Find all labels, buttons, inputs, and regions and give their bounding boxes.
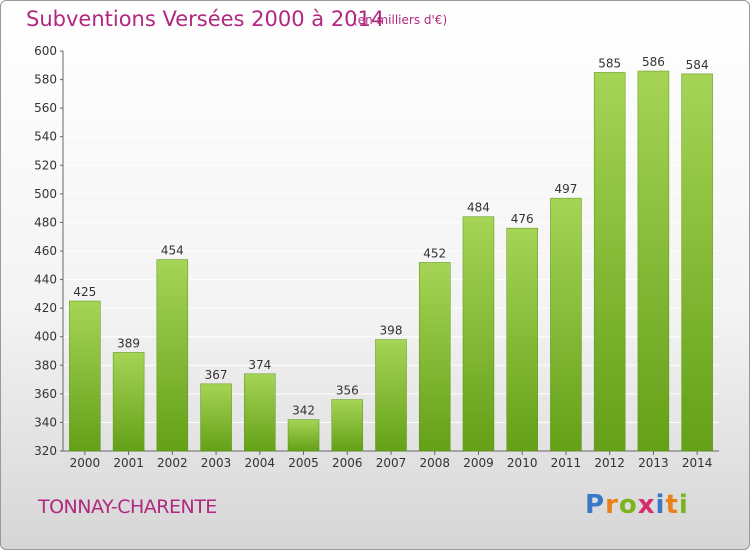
x-tick-label: 2013: [638, 456, 669, 470]
chart-subtitle: (en milliers d'€): [353, 13, 448, 27]
data-label: 398: [380, 324, 403, 338]
logo-letter: P: [585, 490, 606, 520]
bar-2001: [112, 352, 145, 452]
data-label: 356: [336, 384, 359, 398]
logo-letter: i: [655, 490, 666, 520]
y-tick-label: 360: [34, 387, 57, 401]
data-label: 452: [423, 246, 446, 260]
bar-2003: [200, 383, 232, 452]
y-tick-label: 540: [34, 130, 57, 144]
chart-title: Subventions Versées 2000 à 2014: [26, 7, 385, 31]
bar-2010: [506, 227, 538, 452]
data-label: 585: [598, 56, 621, 70]
data-label: 497: [554, 182, 577, 196]
logo-letter: r: [605, 490, 619, 520]
logo-letter: i: [678, 490, 689, 520]
logo-letter: o: [618, 490, 638, 520]
x-tick-label: 2001: [113, 456, 144, 470]
y-tick-label: 520: [34, 158, 57, 172]
x-tick-label: 2009: [463, 456, 494, 470]
y-tick-label: 320: [34, 444, 57, 458]
data-labels: 425 389 454 367 374 342 356 398 452 484 476 497 585 5…: [73, 55, 708, 418]
x-tick-label: 2002: [157, 456, 188, 470]
data-label: 584: [686, 58, 709, 72]
x-tick-label: 2014: [682, 456, 713, 470]
bar-2014: [681, 73, 713, 452]
x-tick-label: 2006: [332, 456, 363, 470]
x-tick-label: 2011: [551, 456, 582, 470]
y-tick-label: 380: [34, 358, 57, 372]
bar-2000: [69, 300, 101, 452]
x-tick-label: 2003: [201, 456, 232, 470]
bars: [69, 70, 713, 452]
x-tick-label: 2000: [70, 456, 101, 470]
data-label: 367: [205, 368, 228, 382]
data-label: 476: [511, 212, 534, 226]
bar-2013: [637, 70, 670, 452]
x-tick-label: 2004: [245, 456, 276, 470]
logo-letter: x: [637, 490, 656, 520]
proxiti-logo[interactable]: Proxiti: [585, 490, 689, 520]
y-tick-label: 500: [34, 187, 57, 201]
y-tick-label: 420: [34, 301, 57, 315]
y-tick-labels: 320 340 360 380 400 420 440 460 480 500 520 540 560 5…: [34, 44, 57, 458]
bar-2012: [593, 72, 626, 452]
logo-letter: t: [665, 490, 679, 520]
x-tick-labels: 2000 2001 2002 2003 2004 2005 2006 2007 2008 2009…: [70, 456, 713, 470]
bar-2005: [287, 419, 320, 452]
y-tick-label: 440: [34, 273, 57, 287]
x-tick-label: 2008: [419, 456, 450, 470]
bar-2002: [156, 259, 189, 452]
data-label: 484: [467, 201, 490, 215]
commune-name: TONNAY-CHARENTE: [38, 496, 217, 518]
data-label: 454: [161, 244, 184, 258]
data-label: 389: [117, 336, 140, 350]
bar-2006: [331, 399, 364, 452]
x-tick-label: 2010: [507, 456, 538, 470]
x-tick-label: 2007: [376, 456, 407, 470]
x-tick-label: 2012: [594, 456, 625, 470]
bar-2009: [462, 216, 495, 452]
y-tick-label: 600: [34, 44, 57, 58]
y-tick-label: 480: [34, 215, 57, 229]
data-label: 374: [248, 358, 271, 372]
x-tick-label: 2005: [288, 456, 319, 470]
data-label: 342: [292, 404, 315, 418]
y-tick-label: 560: [34, 101, 57, 115]
bar-2007: [375, 339, 407, 452]
y-tick-label: 400: [34, 330, 57, 344]
bar-2011: [550, 197, 582, 452]
data-label: 425: [73, 285, 96, 299]
y-tick-label: 580: [34, 73, 57, 87]
y-tick-label: 460: [34, 244, 57, 258]
y-tick-label: 340: [34, 415, 57, 429]
data-label: 586: [642, 55, 665, 69]
bar-2004: [244, 373, 276, 452]
bar-2008: [418, 262, 451, 452]
